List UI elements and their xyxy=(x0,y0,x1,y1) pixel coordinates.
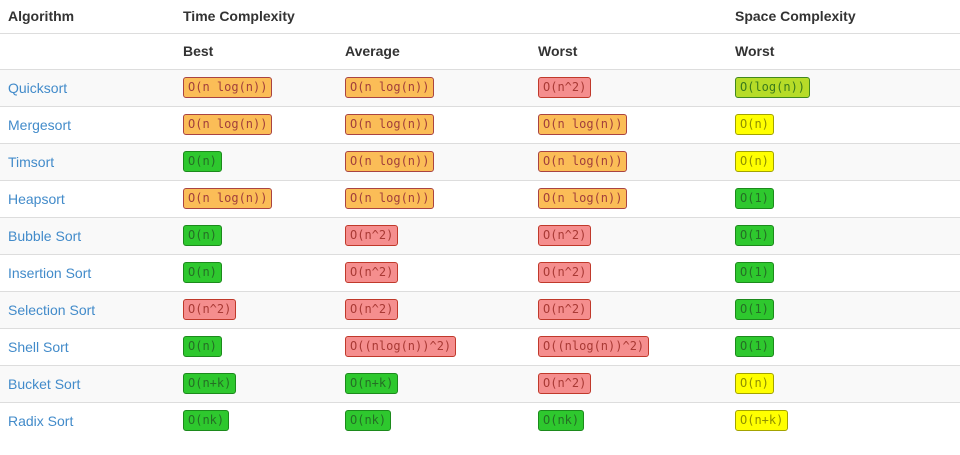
complexity-badge: O(n) xyxy=(183,262,222,283)
complexity-badge: O(n) xyxy=(183,225,222,246)
complexity-badge: O(n^2) xyxy=(538,262,592,283)
complexity-badge: O(nk) xyxy=(345,410,392,432)
table-row: Selection Sort O(n^2) O(n^2) O(n^2) O(1) xyxy=(0,290,960,328)
algorithm-link-bubble-sort[interactable]: Bubble Sort xyxy=(8,227,82,244)
table-row: Quicksort O(n log(n)) O(n log(n)) O(n^2)… xyxy=(0,69,960,106)
complexity-badge: O(n) xyxy=(183,336,222,357)
table-row: Timsort O(n) O(n log(n)) O(n log(n)) O(n… xyxy=(0,142,960,180)
subheader-empty xyxy=(0,33,175,70)
complexity-badge: O(n) xyxy=(735,373,774,394)
complexity-badge: O(n+k) xyxy=(183,373,237,394)
complexity-badge: O(1) xyxy=(735,299,774,320)
column-header-algorithm: Algorithm xyxy=(0,0,175,34)
column-header-time-complexity: Time Complexity xyxy=(175,0,727,34)
subheader-average: Average xyxy=(337,33,530,70)
complexity-badge: O(n+k) xyxy=(345,373,399,394)
table-group-header-row: Algorithm Time Complexity Space Complexi… xyxy=(0,0,960,34)
complexity-badge: O(nk) xyxy=(538,410,585,432)
complexity-badge: O(n^2) xyxy=(345,225,399,246)
complexity-badge: O(n^2) xyxy=(345,299,399,320)
table-row: Shell Sort O(n) O((nlog(n))^2) O((nlog(n… xyxy=(0,327,960,365)
complexity-badge: O((nlog(n))^2) xyxy=(345,336,457,357)
complexity-badge: O(1) xyxy=(735,262,774,283)
table-row: Heapsort O(n log(n)) O(n log(n)) O(n log… xyxy=(0,179,960,217)
complexity-badge: O(n log(n)) xyxy=(345,77,435,98)
algorithm-link-insertion-sort[interactable]: Insertion Sort xyxy=(8,264,92,281)
complexity-badge: O(n log(n)) xyxy=(538,114,628,135)
table-row: Mergesort O(n log(n)) O(n log(n)) O(n lo… xyxy=(0,105,960,143)
table-row: Bubble Sort O(n) O(n^2) O(n^2) O(1) xyxy=(0,216,960,254)
complexity-badge: O(n+k) xyxy=(735,410,789,432)
complexity-badge: O(n^2) xyxy=(183,299,237,320)
complexity-badge: O(n^2) xyxy=(538,299,592,320)
algorithm-link-quicksort[interactable]: Quicksort xyxy=(8,79,68,96)
subheader-space-worst: Worst xyxy=(727,33,960,70)
table-row: Insertion Sort O(n) O(n^2) O(n^2) O(1) xyxy=(0,253,960,291)
algorithm-link-timsort[interactable]: Timsort xyxy=(8,153,55,170)
complexity-badge: O(1) xyxy=(735,336,774,357)
complexity-badge: O(n^2) xyxy=(345,262,399,283)
algorithm-link-mergesort[interactable]: Mergesort xyxy=(8,116,72,133)
algorithm-link-shell-sort[interactable]: Shell Sort xyxy=(8,338,69,355)
complexity-badge: O(n log(n)) xyxy=(183,77,273,98)
complexity-badge: O(n log(n)) xyxy=(538,188,628,209)
complexity-badge: O(1) xyxy=(735,188,774,209)
algorithm-link-radix-sort[interactable]: Radix Sort xyxy=(8,412,74,429)
complexity-badge: O(n^2) xyxy=(538,373,592,394)
algorithm-link-bucket-sort[interactable]: Bucket Sort xyxy=(8,375,81,392)
complexity-badge: O(nk) xyxy=(183,410,230,432)
algorithm-link-heapsort[interactable]: Heapsort xyxy=(8,190,65,207)
complexity-badge: O(n log(n)) xyxy=(183,114,273,135)
complexity-badge: O(n log(n)) xyxy=(345,114,435,135)
table-sub-header-row: Best Average Worst Worst xyxy=(0,33,960,70)
table-row: Radix Sort O(nk) O(nk) O(nk) O(n+k) xyxy=(0,401,960,439)
complexity-badge: O(n) xyxy=(183,151,222,172)
complexity-badge: O(1) xyxy=(735,225,774,246)
complexity-table: Algorithm Time Complexity Space Complexi… xyxy=(0,0,960,439)
complexity-badge: O(n log(n)) xyxy=(345,188,435,209)
subheader-worst: Worst xyxy=(530,33,727,70)
complexity-badge: O(n^2) xyxy=(538,77,592,98)
complexity-badge: O(n log(n)) xyxy=(183,188,273,209)
column-header-space-complexity: Space Complexity xyxy=(727,0,960,34)
complexity-badge: O(n) xyxy=(735,151,774,172)
complexity-badge: O(log(n)) xyxy=(735,77,811,98)
table-row: Bucket Sort O(n+k) O(n+k) O(n^2) O(n) xyxy=(0,364,960,402)
algorithm-link-selection-sort[interactable]: Selection Sort xyxy=(8,301,96,318)
subheader-best: Best xyxy=(175,33,337,70)
complexity-badge: O(n^2) xyxy=(538,225,592,246)
complexity-badge: O(n log(n)) xyxy=(345,151,435,172)
complexity-badge: O((nlog(n))^2) xyxy=(538,336,650,357)
complexity-badge: O(n log(n)) xyxy=(538,151,628,172)
complexity-badge: O(n) xyxy=(735,114,774,135)
